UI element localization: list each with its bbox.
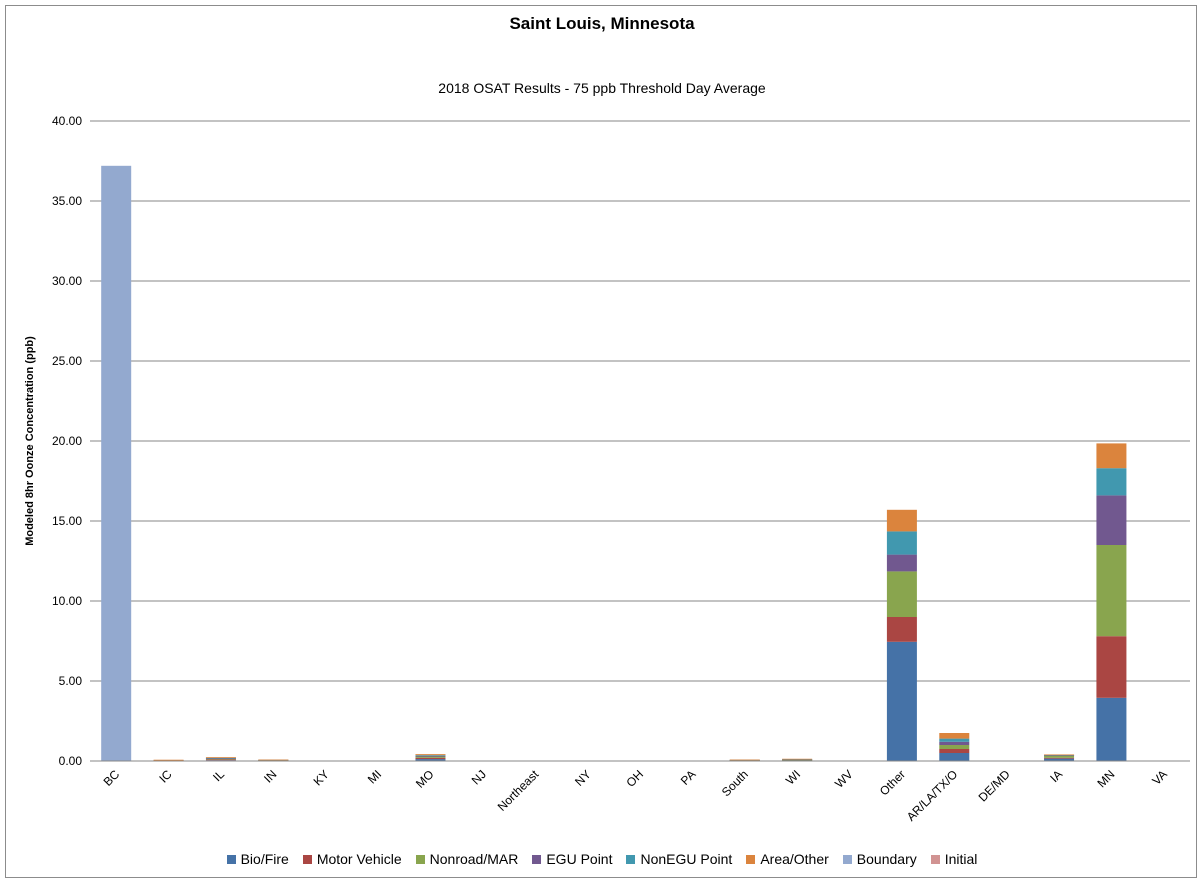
chart-title: Saint Louis, Minnesota [509,14,695,33]
y-tick-label: 30.00 [52,274,82,288]
bar-segment [415,755,446,757]
legend-swatch [930,854,940,864]
bar-segment [939,741,970,745]
x-tick-label: VA [1149,767,1170,788]
legend-swatch [842,854,852,864]
x-tick-label: Northeast [495,767,542,814]
bar-segment [939,738,970,742]
legend-item: Nonroad/MAR [415,851,519,867]
legend-item: NonEGU Point [626,851,732,867]
y-tick-label: 25.00 [52,354,82,368]
bar-segment [1044,758,1075,761]
bar-segment [258,759,289,761]
bar-segment [782,758,813,760]
y-tick-label: 5.00 [59,674,83,688]
bar-segment [1096,545,1127,637]
legend-item: EGU Point [532,851,612,867]
bar-segment [205,757,236,758]
x-tick-label: DE/MD [976,767,1013,804]
bar-segment [1044,757,1075,759]
legend-swatch [532,854,542,864]
bar-segment [1096,443,1127,469]
legend-swatch [302,854,312,864]
legend: Bio/Fire Motor Vehicle Nonroad/MAR EGU Poin… [0,851,1204,867]
bar-segment [939,745,970,749]
legend-item: Bio/Fire [226,851,289,867]
bar-segment [886,531,917,555]
x-tick-label: AR/LA/TX/O [904,767,961,824]
bar-segment [1096,495,1127,545]
x-tick-label: WI [783,767,803,787]
legend-swatch [415,854,425,864]
legend-label: Area/Other [760,851,829,867]
x-tick-label: South [719,767,751,799]
legend-label: NonEGU Point [640,851,733,867]
bar-segment [886,641,917,761]
y-tick-label: 35.00 [52,194,82,208]
x-tick-label: WV [832,767,856,791]
x-tick-label: NY [572,767,594,789]
legend-item: Initial [930,851,978,867]
y-tick-label: 20.00 [52,434,82,448]
bar-segment [101,165,132,762]
bar-segment [205,758,236,760]
bar-segment [886,509,917,532]
legend-item: Motor Vehicle [302,851,402,867]
legend-label: Initial [944,851,978,867]
bar-segment [886,571,917,617]
x-tick-label: BC [101,767,123,789]
legend-item: Boundary [842,851,917,867]
bar-segment [1044,755,1075,758]
bar-segment [415,756,446,758]
x-tick-label: MI [365,767,384,786]
legend-label: EGU Point [546,851,613,867]
bar-segment [939,753,970,761]
x-tick-label: IL [210,767,227,784]
legend-label: Bio/Fire [240,851,289,867]
y-tick-label: 0.00 [59,754,83,768]
bar-segment [1044,754,1075,756]
x-tick-label: KY [311,767,332,788]
y-tick-label: 10.00 [52,594,82,608]
y-tick-label: 15.00 [52,514,82,528]
legend-label: Boundary [856,851,917,867]
y-tick-label: 40.00 [52,114,82,128]
legend-label: Motor Vehicle [316,851,402,867]
bar-segment [415,757,446,760]
x-tick-label: MN [1094,767,1117,790]
x-tick-label: NJ [469,767,489,787]
bar-segment [415,755,446,757]
bar-segment [415,759,446,761]
legend-label: Nonroad/MAR [429,851,519,867]
x-tick-label: MO [413,767,437,791]
bar-segment [729,759,760,761]
x-tick-label: IC [156,767,175,786]
bar-segment [205,757,236,759]
bar-segment [886,554,917,572]
x-tick-label: IN [261,767,279,785]
bar-segment [1096,636,1127,698]
bar-segment [205,759,236,761]
x-tick-label: OH [623,767,646,790]
bar-segment [153,759,184,761]
legend-item: Area/Other [746,851,829,867]
x-tick-label: Other [877,767,908,798]
legend-swatch [626,854,636,864]
bar-segment [939,749,970,753]
bar-segment [415,754,446,756]
x-tick-label: PA [678,767,699,788]
legend-swatch [746,854,756,864]
legend-swatch [226,854,236,864]
chart-subtitle: 2018 OSAT Results - 75 ppb Threshold Day… [438,80,766,96]
bar-segment [939,733,970,739]
bar-segment [1096,468,1127,496]
bar-segment [886,617,917,642]
bar-segment [1096,697,1127,761]
x-tick-label: IA [1047,767,1065,785]
bar-segment [205,758,236,759]
